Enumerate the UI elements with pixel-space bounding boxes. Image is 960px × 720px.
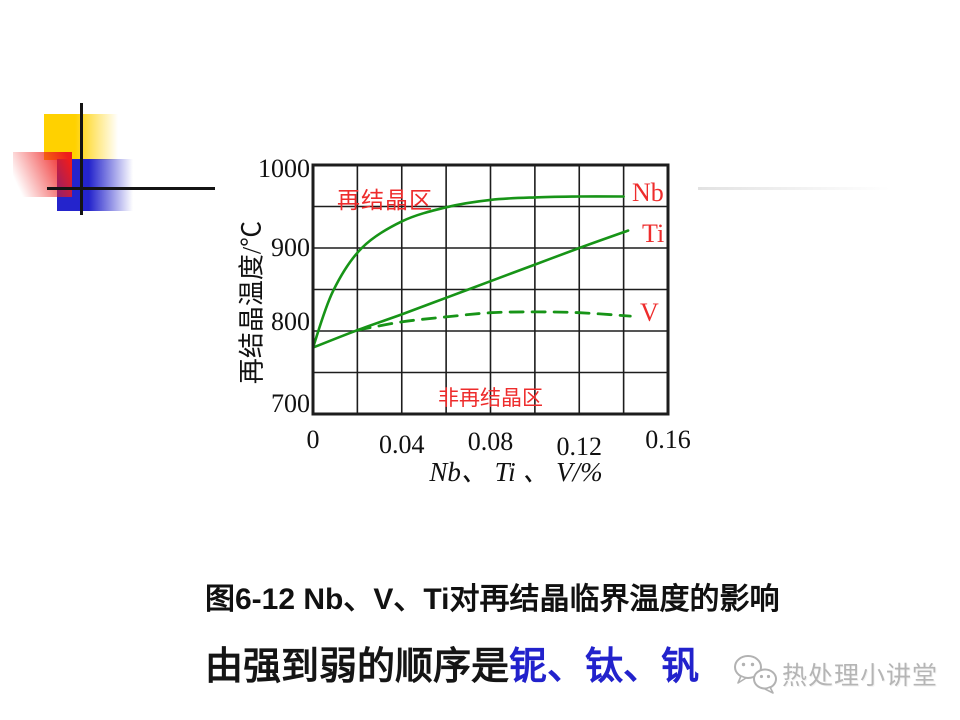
watermark: 热处理小讲堂 xyxy=(732,652,938,696)
series-label-nb: Nb xyxy=(632,178,664,207)
curves xyxy=(311,195,632,349)
x-tick-label: 0.12 xyxy=(556,432,603,461)
plot-border xyxy=(311,163,670,416)
figure-caption: 图6-12 Nb、V、Ti对再结晶临界温度的影响 xyxy=(205,583,780,616)
y-tick-label: 700 xyxy=(271,389,310,418)
x-axis-title: Nb、 Ti 、 V/% xyxy=(429,457,603,487)
x-tick-label: 0.08 xyxy=(467,427,514,456)
y-tick-label: 800 xyxy=(271,307,310,336)
conclusion-text: 由强到弱的顺序是铌、钛、钒 xyxy=(205,644,699,690)
y-tick-label: 1000 xyxy=(258,154,310,183)
x-tick-label: 0.04 xyxy=(379,430,425,459)
deco-red-square xyxy=(13,152,72,197)
deco-cross-vertical-line xyxy=(80,103,83,215)
wechat-icon xyxy=(734,655,777,694)
watermark-text: 热处理小讲堂 xyxy=(782,663,939,690)
curve-Nb xyxy=(311,195,625,349)
y-tick-label: 900 xyxy=(271,233,310,262)
conclusion-emphasis: 铌、钛、钒 xyxy=(509,646,700,688)
y-axis-title: 再结晶温度/℃ xyxy=(237,220,267,385)
x-tick-label: 0 xyxy=(306,425,320,454)
series-label-ti: Ti xyxy=(642,219,665,248)
x-tick-label: 0.16 xyxy=(645,425,691,454)
grid-lines xyxy=(313,165,668,414)
annotation-recrystallization-zone: 再结晶区 xyxy=(337,188,433,213)
deco-gray-accent-line xyxy=(698,187,890,190)
deco-cross-horizontal-line xyxy=(47,187,215,190)
annotation-non-recrystallization-zone: 非再结晶区 xyxy=(438,386,543,410)
series-label-v: V xyxy=(640,298,659,327)
curve-V xyxy=(355,310,632,332)
plot-area xyxy=(311,163,670,416)
conclusion-prefix: 由强到弱的顺序是 xyxy=(205,646,510,688)
